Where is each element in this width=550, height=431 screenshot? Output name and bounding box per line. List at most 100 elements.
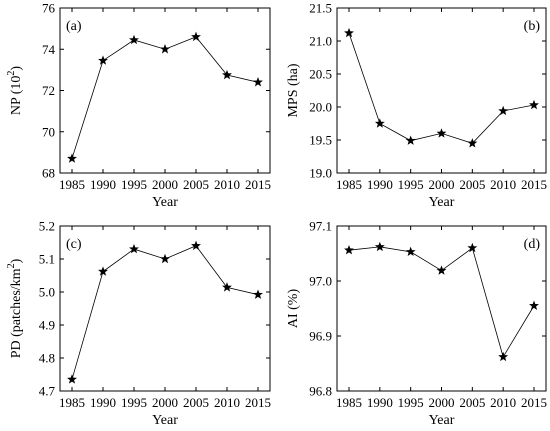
- y-tick-label: 96.9: [309, 329, 332, 344]
- x-tick-label: 1990: [367, 177, 393, 192]
- data-point: [67, 374, 77, 384]
- data-point: [436, 265, 447, 275]
- y-tick-label: 4.8: [39, 351, 55, 366]
- plot-frame: [59, 225, 271, 392]
- data-point: [129, 34, 139, 45]
- y-tick-label: 21.5: [309, 1, 332, 16]
- y-tick-label: 97.0: [309, 274, 332, 289]
- series-line: [71, 245, 259, 380]
- plot-frame: [336, 225, 547, 392]
- y-tick-label: 5.2: [39, 219, 55, 234]
- series-line: [348, 246, 535, 358]
- y-tick-label: 72: [42, 83, 55, 98]
- y-axis-label: AI (%): [286, 289, 301, 329]
- x-tick-label: 1990: [90, 177, 116, 192]
- data-point: [374, 241, 385, 252]
- x-tick-label: 1995: [398, 177, 424, 192]
- data-point: [98, 55, 108, 65]
- y-tick-label: 97.1: [309, 219, 332, 234]
- x-tick-label: 2005: [183, 395, 209, 410]
- x-tick-label: 2010: [214, 177, 240, 192]
- x-axis-label: Year: [152, 413, 178, 428]
- x-tick-label: 1995: [121, 395, 147, 410]
- data-point: [160, 44, 170, 54]
- y-axis-label-text: PD (patches/km: [9, 268, 24, 358]
- series-line: [348, 32, 535, 144]
- x-tick-label: 2005: [183, 177, 209, 192]
- data-point: [98, 266, 108, 276]
- y-tick-label: 20.5: [309, 67, 332, 82]
- x-axis-label: Year: [429, 413, 455, 428]
- x-tick-label: 2010: [214, 395, 240, 410]
- data-point: [436, 128, 447, 138]
- panel-3: 1985 1990 1995 2000 2005 2010 2015 4.7 4.8 4.9 5.0…: [6, 219, 271, 429]
- x-tick-label: 2000: [429, 395, 455, 410]
- panel-label: (d): [524, 237, 541, 252]
- data-point: [344, 245, 354, 255]
- data-point: [405, 135, 416, 145]
- y-axis-label-end: ): [9, 66, 24, 71]
- x-tick-label: 1985: [336, 395, 362, 410]
- x-tick-label: 2010: [490, 395, 516, 410]
- panel-label: (b): [524, 19, 541, 34]
- data-point: [191, 240, 201, 251]
- x-tick-label: 1995: [121, 177, 147, 192]
- panel-label: (a): [66, 19, 82, 34]
- y-tick-label: 20.0: [309, 100, 332, 115]
- panel-4: 1985 1990 1995 2000 2005 2010 2015 96.8 96.9 97.0…: [286, 219, 547, 429]
- y-tick-label: 5.0: [39, 285, 55, 300]
- data-point: [67, 153, 77, 163]
- y-tick-label: 21.0: [309, 34, 332, 49]
- data-point: [529, 300, 539, 310]
- panel-2: 1985 1990 1995 2000 2005 2010 2015 19.0 19.5 20.0…: [286, 1, 547, 211]
- data-point: [253, 289, 263, 299]
- data-point: [498, 351, 509, 362]
- y-tick-label: 96.8: [309, 384, 332, 399]
- y-axis-label: NP (102): [6, 66, 24, 116]
- plot-frame: [59, 7, 271, 174]
- y-axis-label: PD (patches/km2): [6, 258, 24, 358]
- x-axis-label: Year: [429, 195, 455, 210]
- x-tick-label: 2015: [245, 177, 271, 192]
- y-tick-label: 76: [42, 1, 56, 16]
- data-point: [529, 99, 539, 110]
- series-line: [71, 36, 259, 159]
- data-point: [467, 242, 478, 253]
- y-tick-label: 74: [42, 42, 56, 57]
- data-point: [253, 77, 263, 87]
- y-axis-label-text: AI (%): [286, 289, 301, 329]
- data-point: [498, 105, 509, 116]
- y-axis-label-text: MPS (ha): [286, 63, 301, 117]
- x-axis-label: Year: [152, 195, 178, 210]
- x-tick-label: 1995: [398, 395, 424, 410]
- data-point: [405, 246, 416, 257]
- y-axis-label-superscript: 2: [6, 263, 17, 268]
- x-tick-label: 1985: [59, 177, 85, 192]
- x-tick-label: 1985: [59, 395, 85, 410]
- x-tick-label: 1990: [367, 395, 393, 410]
- x-tick-label: 2000: [152, 395, 178, 410]
- data-point: [222, 282, 232, 292]
- x-tick-label: 2000: [429, 177, 455, 192]
- y-tick-label: 4.7: [39, 384, 56, 399]
- y-tick-label: 5.1: [39, 252, 55, 267]
- y-tick-label: 70: [42, 124, 55, 139]
- data-point: [344, 27, 354, 38]
- x-tick-label: 1985: [336, 177, 362, 192]
- x-tick-label: 2000: [152, 177, 178, 192]
- data-point: [191, 31, 201, 42]
- panel-label: (c): [66, 237, 82, 252]
- data-point: [374, 118, 385, 128]
- x-tick-label: 2015: [521, 177, 547, 192]
- y-tick-label: 68: [42, 166, 55, 181]
- x-tick-label: 1990: [90, 395, 116, 410]
- y-axis-label-text: NP (10: [9, 76, 24, 116]
- y-tick-label: 19.5: [309, 133, 332, 148]
- data-point: [222, 69, 232, 80]
- y-tick-label: 19.0: [309, 166, 332, 181]
- y-axis-label-superscript: 2: [6, 71, 17, 76]
- data-point: [467, 138, 478, 148]
- y-axis-label: MPS (ha): [286, 63, 301, 117]
- panel-1: 1985 1990 1995 2000 2005 2010 2015 68 70 72 74 76 (a…: [6, 1, 271, 211]
